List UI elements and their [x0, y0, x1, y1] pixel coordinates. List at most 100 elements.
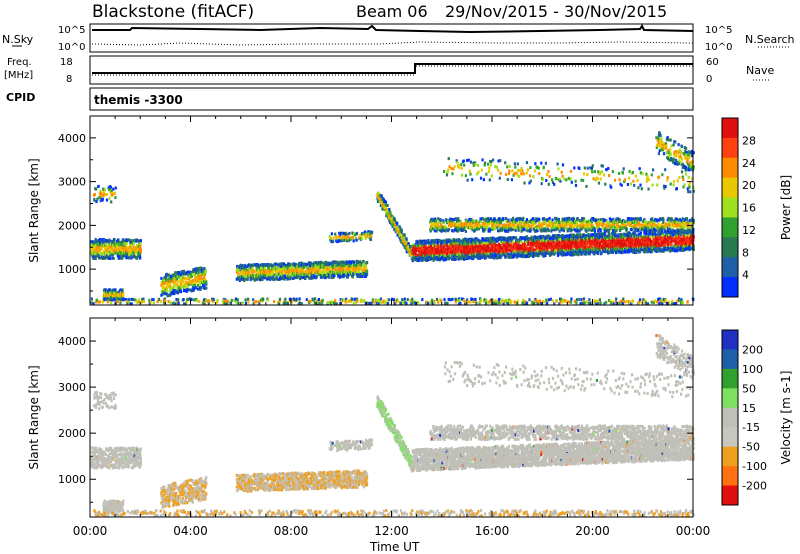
power-cell	[433, 241, 436, 245]
power-cell	[414, 258, 417, 262]
power-cell	[347, 234, 350, 238]
power-cell	[114, 186, 117, 190]
power-cell	[322, 271, 325, 275]
power-cell	[263, 276, 266, 280]
power-cell	[403, 236, 406, 240]
power-cell	[129, 252, 132, 256]
power-cell	[203, 284, 206, 288]
power-cell	[192, 270, 195, 273]
power-cell	[108, 238, 111, 242]
power-cell	[255, 274, 258, 278]
power-cell	[121, 241, 124, 245]
power-cell	[272, 278, 275, 282]
power-cell	[350, 271, 354, 275]
power-cell	[431, 246, 434, 250]
power-cell	[112, 248, 115, 252]
power-cell	[388, 207, 391, 211]
power-cell	[102, 191, 105, 194]
power-cell	[117, 238, 120, 242]
power-cell	[411, 255, 414, 259]
power-cell	[127, 238, 130, 242]
power-cell	[423, 253, 426, 257]
power-cell	[175, 279, 178, 283]
power-cell	[446, 247, 449, 251]
power-cell	[180, 280, 183, 284]
noise-tick-left-bottom: 10^0	[58, 42, 85, 53]
power-cell	[382, 204, 385, 208]
power-cell	[347, 273, 350, 277]
power-cell	[119, 288, 122, 292]
power-cell	[191, 285, 194, 289]
power-cell	[112, 187, 115, 191]
power-cell	[168, 277, 171, 281]
power-cell	[276, 267, 279, 271]
power-cell	[364, 274, 367, 278]
power-cell	[386, 204, 389, 207]
power-cell	[451, 253, 454, 257]
nave-tick-bottom: 0	[706, 74, 712, 85]
power-cell	[389, 216, 392, 219]
power-cell	[272, 264, 275, 268]
power-cell	[295, 265, 298, 269]
power-cell	[139, 250, 142, 254]
power-cell	[257, 267, 261, 271]
power-cell	[319, 274, 323, 277]
power-cell	[313, 268, 316, 272]
power-cell	[324, 264, 327, 268]
power-cell	[384, 203, 387, 207]
power-cell	[194, 286, 197, 290]
power-cell	[328, 268, 331, 272]
power-cell	[322, 261, 325, 265]
power-cell	[270, 276, 273, 279]
power-cell	[424, 241, 427, 245]
power-cell	[110, 293, 114, 297]
power-cell	[244, 267, 248, 271]
power-cell	[106, 294, 109, 298]
power-cell	[343, 263, 346, 267]
power-cell	[91, 246, 94, 250]
power-cell	[388, 209, 391, 213]
power-cell	[101, 252, 104, 255]
power-cell	[428, 247, 431, 251]
power-cell	[456, 250, 459, 254]
power-cell	[171, 292, 174, 296]
power-cell	[261, 278, 264, 282]
power-cell	[93, 193, 96, 196]
power-cell	[419, 258, 422, 262]
power-cell	[292, 267, 295, 271]
power-cell	[378, 197, 382, 201]
power-cell	[417, 242, 420, 246]
power-cell	[273, 263, 276, 267]
power-cell	[300, 267, 303, 271]
power-cell	[199, 279, 202, 283]
power-cell	[324, 276, 327, 280]
power-cell	[107, 256, 110, 260]
power-cell	[100, 252, 103, 256]
power-cell	[301, 275, 304, 279]
power-cell	[432, 258, 435, 262]
power-cell	[105, 193, 109, 196]
power-cell	[135, 249, 138, 252]
power-cell	[331, 269, 334, 272]
power-cell	[359, 265, 362, 269]
power-cell	[309, 267, 312, 271]
power-cell	[389, 217, 392, 221]
power-cell	[366, 269, 369, 273]
power-cell	[310, 272, 313, 275]
power-cell	[184, 277, 187, 281]
power-cell	[327, 267, 330, 271]
power-cell	[295, 263, 298, 267]
power-cell	[104, 193, 107, 196]
power-cell	[454, 254, 457, 258]
power-cell	[93, 198, 96, 202]
power-cell	[196, 284, 199, 287]
power-cell	[353, 269, 356, 273]
power-cell	[463, 245, 466, 249]
power-cell	[417, 253, 420, 257]
power-cell	[276, 270, 279, 273]
power-cell	[639, 231, 642, 235]
power-cell	[103, 240, 106, 244]
power-cell	[139, 247, 142, 251]
power-cell	[204, 278, 207, 282]
power-cell	[439, 248, 442, 252]
